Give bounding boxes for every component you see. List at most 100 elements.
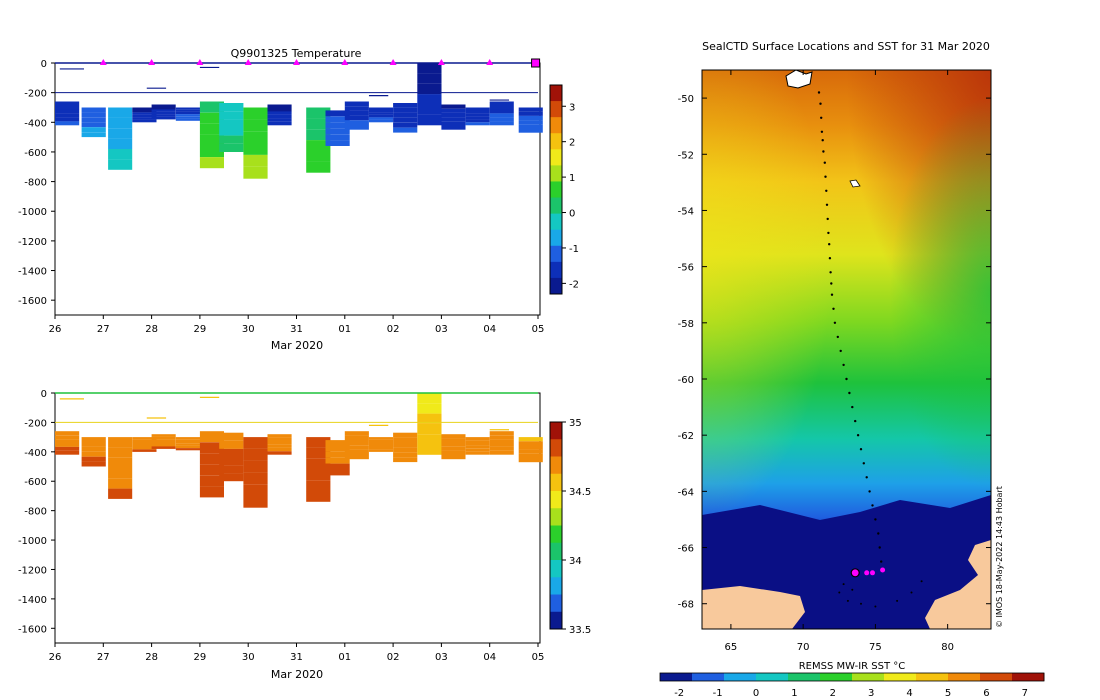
- x-tick-label: 28: [145, 652, 158, 663]
- profile-cell: [393, 447, 418, 453]
- track-point: [910, 591, 913, 594]
- profile-cell: [306, 447, 331, 459]
- sst-colorbar-tick-label: 3: [868, 688, 874, 699]
- profile-cell: [243, 484, 268, 496]
- track-point: [820, 130, 824, 133]
- profile-cell: [368, 444, 393, 447]
- colorbar-segment: [550, 508, 562, 526]
- profile-cell: [132, 449, 157, 452]
- profile-cell: [368, 446, 393, 450]
- colorbar-segment: [550, 277, 562, 295]
- profile-cell: [151, 446, 176, 449]
- profile-cell: [368, 119, 393, 123]
- lon-tick-label: 65: [725, 642, 738, 653]
- profile-cell: [219, 103, 244, 112]
- profile-cell: [325, 140, 350, 146]
- profile-cell: [81, 451, 106, 457]
- profile-cell: [306, 480, 331, 492]
- profile-cell: [344, 431, 369, 436]
- track-point: [874, 605, 877, 608]
- profile-cell: [219, 143, 244, 152]
- profile-cell: [518, 107, 543, 112]
- profile-cell: [108, 457, 133, 468]
- y-tick-label: -200: [24, 89, 47, 100]
- profile-cell: [441, 442, 466, 447]
- y-tick-label: -800: [24, 178, 47, 189]
- profile-location-marker: [870, 570, 875, 576]
- profile-cell: [325, 116, 350, 123]
- profile-cell: [344, 445, 369, 450]
- profile-cell: [489, 113, 514, 118]
- lat-tick-label: -52: [678, 150, 694, 161]
- profile-cell: [199, 123, 224, 135]
- profile-cell: [175, 114, 200, 117]
- track-point: [821, 139, 824, 142]
- sst-colorbar-tick-label: -1: [713, 688, 723, 699]
- profile-cell: [219, 465, 244, 474]
- colorbar-segment: [550, 491, 562, 509]
- profile-cell: [243, 495, 268, 508]
- map-frame: [701, 69, 992, 630]
- track-point: [828, 243, 831, 246]
- y-tick-label: -200: [24, 418, 47, 429]
- track-point: [860, 602, 862, 605]
- profile-cell: [417, 104, 442, 115]
- profile-cell: [489, 450, 514, 455]
- profile-cell: [368, 442, 393, 445]
- temperature-x-axis-label: Mar 2020: [271, 339, 323, 352]
- track-point: [826, 217, 829, 221]
- profile-cell: [518, 124, 543, 129]
- colorbar-segment: [550, 261, 562, 279]
- track-point: [871, 504, 874, 507]
- profile-cell: [243, 143, 268, 155]
- lat-tick-label: -62: [678, 431, 694, 442]
- colorbar-segment: [550, 149, 562, 166]
- profile-cell: [393, 437, 418, 443]
- profile-cell: [132, 112, 157, 115]
- y-tick-label: -1600: [18, 296, 47, 307]
- profile-cell: [219, 448, 244, 457]
- profile-cell: [199, 146, 224, 158]
- profile-cell: [175, 109, 200, 112]
- profile-cell: [441, 121, 466, 126]
- profile-cell: [325, 128, 350, 135]
- sst-colorbar-tick-label: 1: [791, 688, 797, 699]
- profile-cell: [306, 151, 331, 162]
- track-point: [878, 546, 881, 549]
- colorbar-segment: [550, 197, 562, 215]
- profile-cell: [81, 456, 106, 462]
- profile-cell: [55, 431, 80, 436]
- colorbar-segment: [550, 181, 562, 199]
- sst-colorbar-label: REMSS MW-IR SST °C: [799, 661, 906, 672]
- sst-colorbar-tick-label: 0: [753, 688, 759, 699]
- profile-cell: [132, 446, 157, 450]
- profile-cell: [81, 127, 106, 133]
- profile-marker: [437, 59, 445, 65]
- colorbar-segment: [550, 611, 562, 630]
- y-tick-label: -600: [24, 477, 47, 488]
- profile-cell: [267, 444, 292, 448]
- profile-cell: [306, 491, 331, 502]
- profile-cell: [132, 442, 157, 445]
- y-tick-label: -1400: [18, 267, 47, 278]
- profile-cell: [151, 436, 176, 440]
- track-point: [832, 307, 835, 310]
- profile-cell: [175, 448, 200, 451]
- profile-cell: [489, 117, 514, 122]
- temperature-plot-frame: [54, 62, 541, 316]
- profile-cell: [108, 138, 133, 149]
- colorbar-segment: [550, 594, 562, 613]
- sst-colorbar-tick-label: -2: [674, 688, 684, 699]
- track-point: [819, 102, 822, 105]
- y-tick-label: -1600: [18, 624, 47, 635]
- sst-colorbar-tick-label: 4: [906, 688, 912, 699]
- track-point: [845, 377, 848, 381]
- profile-cell: [465, 119, 490, 123]
- profile-cell: [267, 434, 292, 438]
- sst-colorbar-segment: [980, 673, 1013, 681]
- colorbar-tick-label: -2: [569, 279, 579, 290]
- profile-cell: [344, 449, 369, 455]
- profile-cell: [393, 108, 418, 113]
- track-point: [851, 405, 854, 409]
- profile-marker: [293, 59, 300, 65]
